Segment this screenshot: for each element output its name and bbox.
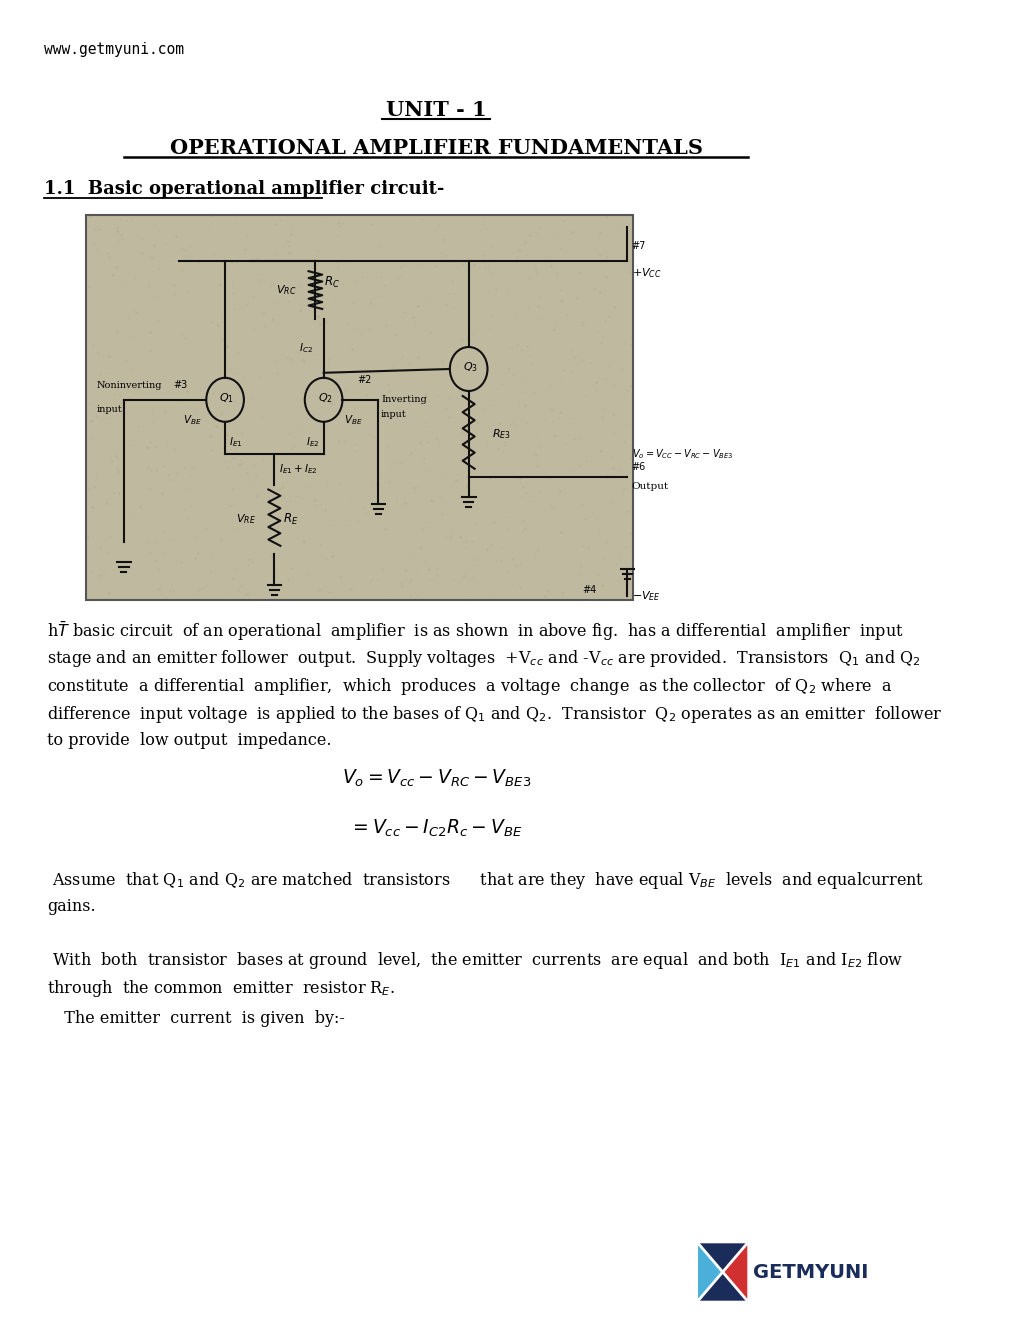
Text: $= V_{cc} - I_{C2}R_c - V_{BE}$: $= V_{cc} - I_{C2}R_c - V_{BE}$ [350, 818, 523, 840]
Text: #6: #6 [631, 462, 645, 471]
Text: $V_{BE}$: $V_{BE}$ [183, 413, 202, 426]
Text: to provide  low output  impedance.: to provide low output impedance. [47, 733, 331, 748]
Text: $I_{C2}$: $I_{C2}$ [300, 342, 313, 355]
Polygon shape [698, 1272, 746, 1300]
Text: $I_{E1}+I_{E2}$: $I_{E1}+I_{E2}$ [278, 462, 317, 477]
Text: through  the common  emitter  resistor R$_E$.: through the common emitter resistor R$_E… [47, 978, 394, 999]
Text: stage and an emitter follower  output.  Supply voltages  +V$_{cc}$ and -V$_{cc}$: stage and an emitter follower output. Su… [47, 648, 920, 669]
Text: difference  input voltage  is applied to the bases of Q$_1$ and Q$_2$.  Transist: difference input voltage is applied to t… [47, 704, 942, 725]
Polygon shape [698, 1243, 722, 1300]
Text: #4: #4 [582, 585, 596, 594]
Text: $I_{E2}$: $I_{E2}$ [306, 434, 319, 449]
Text: $V_{RE}$: $V_{RE}$ [235, 512, 256, 527]
Text: GETMYUNI: GETMYUNI [753, 1262, 868, 1282]
Text: $+V_{CC}$: $+V_{CC}$ [631, 267, 660, 280]
Text: $V_{RC}$: $V_{RC}$ [276, 284, 297, 297]
Text: gains.: gains. [47, 898, 96, 915]
Text: OPERATIONAL AMPLIFIER FUNDAMENTALS: OPERATIONAL AMPLIFIER FUNDAMENTALS [169, 139, 702, 158]
Text: Inverting: Inverting [381, 395, 426, 404]
Text: $R_E$: $R_E$ [282, 512, 298, 527]
Text: $R_C$: $R_C$ [324, 275, 339, 289]
Text: 1.1  Basic operational amplifier circuit-: 1.1 Basic operational amplifier circuit- [45, 180, 444, 198]
Text: $-V_{EE}$: $-V_{EE}$ [631, 589, 659, 603]
Text: $Q_2$: $Q_2$ [318, 391, 332, 405]
Text: $R_{E3}$: $R_{E3}$ [491, 426, 511, 441]
Text: input: input [381, 409, 407, 418]
Text: $V_o=V_{CC}-V_{RC}-V_{BE3}$: $V_o=V_{CC}-V_{RC}-V_{BE3}$ [631, 447, 733, 461]
Text: The emitter  current  is given  by:-: The emitter current is given by:- [54, 1010, 344, 1027]
Bar [86, 215, 632, 601]
Text: #7: #7 [631, 242, 645, 251]
Text: $Q_3$: $Q_3$ [463, 360, 478, 374]
Text: constitute  a differential  amplifier,  which  produces  a voltage  change  as t: constitute a differential amplifier, whi… [47, 676, 892, 697]
Text: $V_{BE}$: $V_{BE}$ [343, 413, 363, 426]
Text: Noninverting: Noninverting [97, 380, 162, 389]
Text: input: input [97, 405, 122, 413]
Text: With  both  transistor  bases at ground  level,  the emitter  currents  are equa: With both transistor bases at ground lev… [47, 950, 902, 972]
Text: Output: Output [631, 482, 668, 491]
Text: h$\bar{T}$ basic circuit  of an operational  amplifier  is as shown  in above fi: h$\bar{T}$ basic circuit of an operation… [47, 620, 903, 643]
Text: $I_{E1}$: $I_{E1}$ [229, 434, 243, 449]
Polygon shape [698, 1243, 746, 1272]
Text: #3: #3 [173, 380, 187, 389]
Text: #2: #2 [357, 375, 372, 385]
Text: www.getmyuni.com: www.getmyuni.com [45, 42, 184, 57]
Text: UNIT - 1: UNIT - 1 [385, 100, 486, 120]
Text: Assume  that Q$_1$ and Q$_2$ are matched  transistors      that are they  have e: Assume that Q$_1$ and Q$_2$ are matched … [47, 870, 923, 891]
Polygon shape [722, 1243, 746, 1300]
Text: $Q_1$: $Q_1$ [219, 391, 234, 405]
Text: $V_o = V_{cc} -V_{RC} -V_{BE3}$: $V_o = V_{cc} -V_{RC} -V_{BE3}$ [341, 768, 530, 789]
